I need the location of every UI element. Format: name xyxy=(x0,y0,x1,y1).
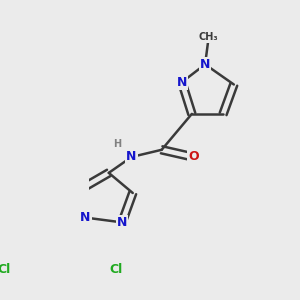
Text: N: N xyxy=(177,76,187,89)
Text: Cl: Cl xyxy=(110,263,123,276)
Text: N: N xyxy=(200,58,210,71)
Text: O: O xyxy=(188,151,199,164)
Text: H: H xyxy=(113,139,121,149)
Text: Cl: Cl xyxy=(0,263,11,276)
Text: CH₃: CH₃ xyxy=(199,32,218,42)
Text: N: N xyxy=(117,216,127,229)
Text: N: N xyxy=(80,211,91,224)
Text: N: N xyxy=(126,151,137,164)
